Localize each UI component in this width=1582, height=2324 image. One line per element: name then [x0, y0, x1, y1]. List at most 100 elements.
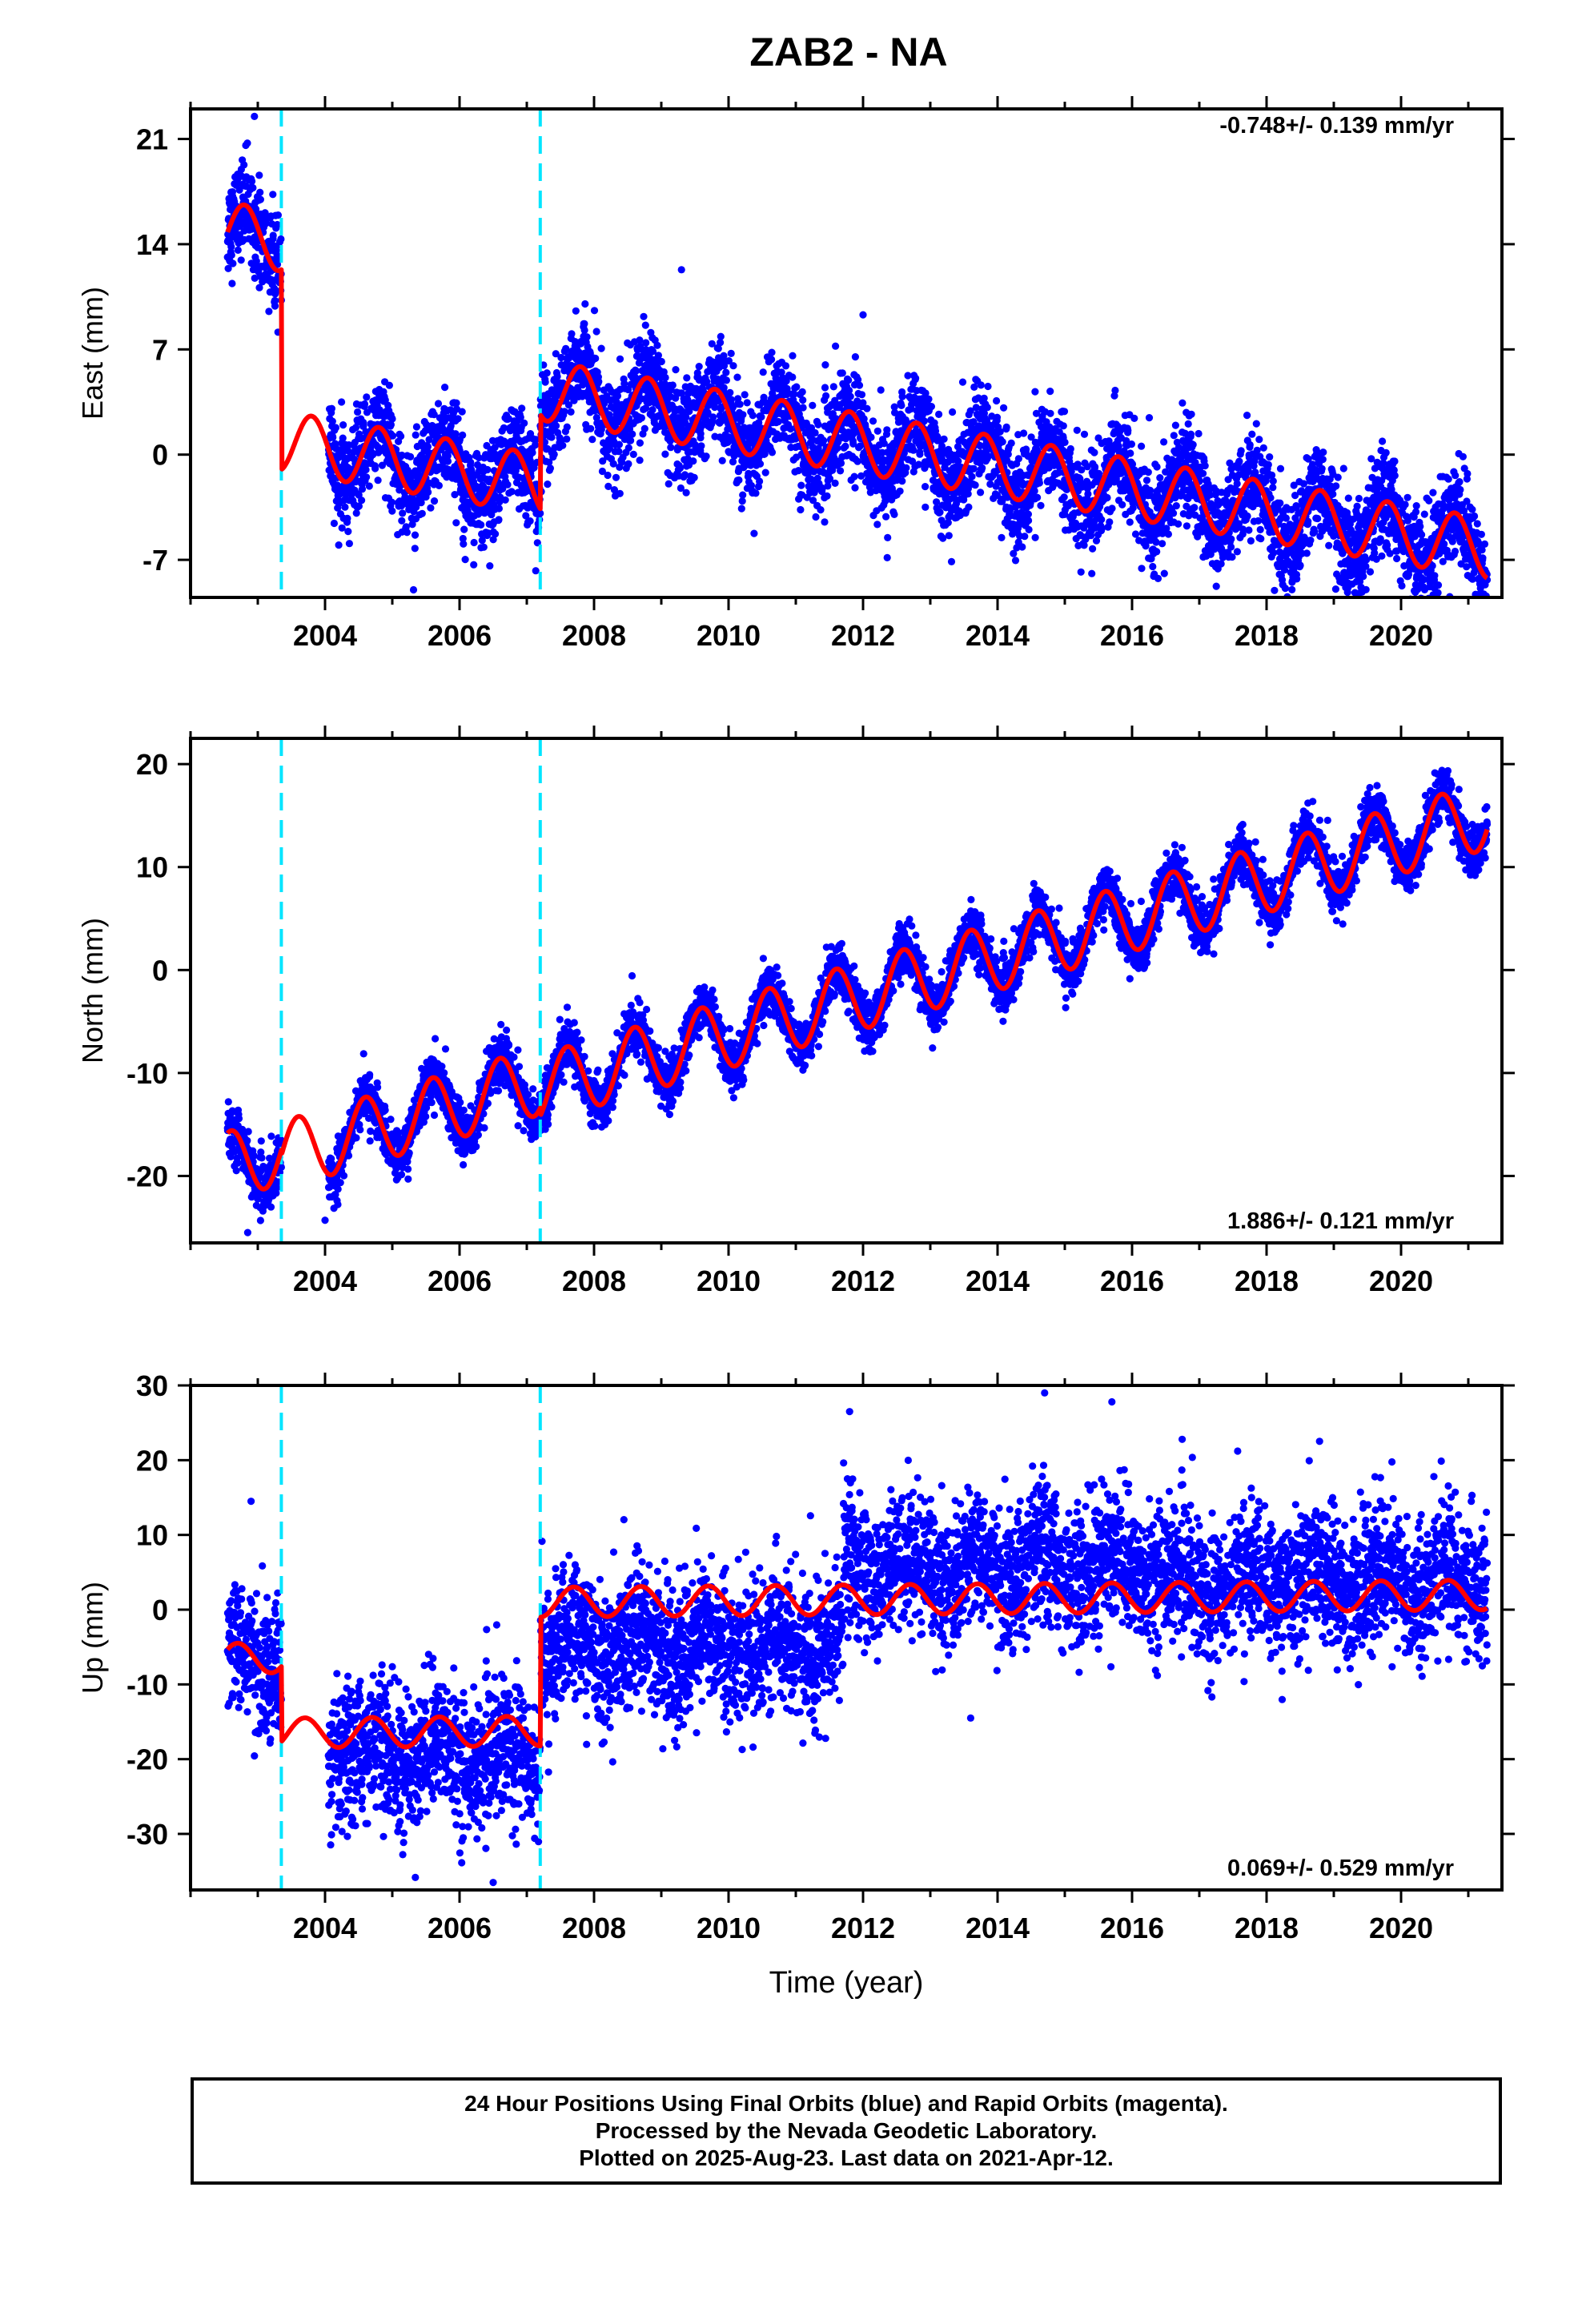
data-point — [1127, 440, 1135, 448]
data-point — [752, 489, 760, 497]
data-point — [387, 498, 396, 506]
data-point — [797, 505, 805, 514]
data-point — [1111, 386, 1119, 395]
data-point — [403, 529, 411, 537]
data-point — [733, 373, 741, 381]
data-point — [331, 424, 339, 432]
position-points — [223, 112, 1492, 597]
data-point — [499, 485, 507, 493]
data-point — [768, 448, 777, 456]
data-point — [269, 231, 277, 239]
data-point — [837, 459, 845, 468]
data-point — [873, 427, 881, 435]
data-point — [550, 450, 558, 459]
data-point — [1201, 462, 1209, 470]
data-point — [814, 420, 822, 428]
data-point — [344, 528, 352, 536]
data-point — [1146, 486, 1154, 495]
data-point — [857, 391, 866, 399]
data-point — [971, 481, 979, 489]
data-point — [921, 483, 930, 491]
data-point — [252, 257, 260, 265]
data-point — [560, 408, 568, 416]
data-point — [702, 452, 710, 460]
data-point — [1061, 438, 1069, 447]
data-point — [345, 540, 353, 548]
data-point — [739, 491, 747, 499]
data-point — [339, 421, 347, 429]
data-point — [344, 447, 352, 455]
data-point — [470, 538, 478, 547]
data-point — [1160, 569, 1168, 577]
data-point — [821, 361, 829, 369]
data-point — [749, 412, 757, 420]
data-point — [755, 419, 763, 427]
data-point — [271, 296, 279, 304]
data-point — [681, 471, 689, 479]
data-point — [640, 424, 648, 432]
timeseries-plots: 2004 2006 2008 2010 2012 2014 2016 2018 2020-707… — [76, 96, 1515, 2000]
data-point — [363, 473, 371, 481]
data-point — [759, 368, 767, 376]
data-point — [682, 413, 690, 421]
data-point — [615, 448, 623, 456]
data-point — [408, 521, 416, 529]
data-point — [1212, 582, 1220, 590]
data-point — [628, 430, 636, 438]
data-point — [1307, 537, 1315, 545]
data-point — [595, 377, 603, 386]
data-point — [1098, 525, 1106, 533]
data-point — [998, 438, 1006, 446]
data-point — [884, 533, 892, 542]
data-point — [1170, 432, 1178, 440]
data-point — [461, 556, 469, 564]
data-point — [1281, 585, 1289, 593]
data-point — [265, 308, 273, 316]
data-point — [898, 392, 906, 400]
data-point — [811, 428, 819, 437]
data-point — [531, 441, 540, 449]
data-point — [653, 341, 661, 349]
data-point — [1066, 444, 1074, 453]
data-point — [454, 415, 462, 423]
chart-title: ZAB2 - NA — [749, 30, 948, 74]
data-point — [1247, 537, 1255, 545]
data-point — [672, 394, 680, 402]
data-point — [235, 186, 243, 194]
data-point — [738, 497, 746, 505]
data-point — [717, 339, 725, 347]
data-point — [831, 479, 839, 488]
data-point — [1256, 525, 1264, 534]
data-point — [388, 432, 397, 440]
data-point — [797, 481, 805, 489]
data-point — [727, 349, 735, 357]
data-point — [1164, 530, 1172, 538]
data-point — [697, 442, 705, 450]
data-point — [526, 517, 534, 525]
data-point — [821, 518, 829, 526]
data-point — [935, 410, 943, 419]
data-point — [743, 399, 751, 407]
data-point — [925, 395, 933, 403]
data-point — [897, 401, 905, 409]
data-point — [359, 422, 367, 430]
data-point — [782, 377, 790, 385]
data-point — [690, 473, 698, 482]
data-point — [793, 383, 801, 391]
data-point — [984, 382, 992, 391]
data-point — [958, 378, 967, 386]
data-point — [1138, 442, 1146, 450]
data-point — [641, 321, 649, 329]
data-point — [1288, 585, 1296, 594]
data-point — [883, 553, 891, 562]
data-point — [661, 450, 669, 458]
data-point — [262, 219, 271, 227]
data-point — [452, 430, 460, 438]
data-point — [544, 480, 552, 489]
data-point — [553, 372, 561, 380]
data-point — [227, 243, 235, 251]
data-point — [269, 191, 277, 199]
data-point — [682, 489, 690, 497]
data-point — [640, 312, 648, 320]
data-point — [1073, 426, 1081, 434]
